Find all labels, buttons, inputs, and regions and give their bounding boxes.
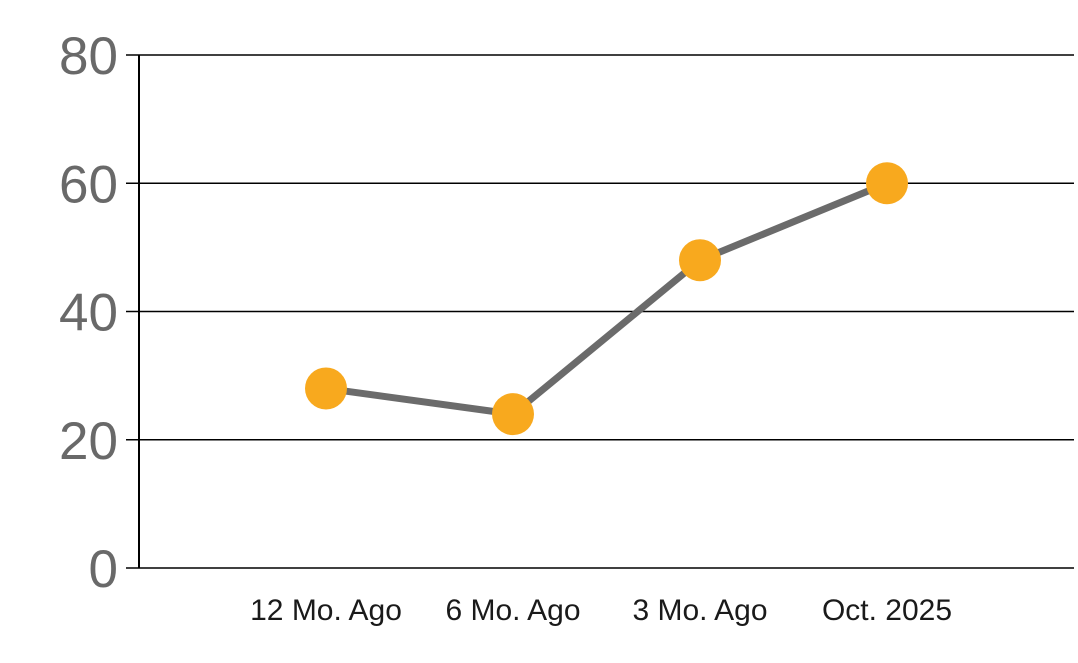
data-point — [679, 239, 721, 282]
x-tick-label: 12 Mo. Ago — [250, 594, 402, 627]
x-tick-label: 6 Mo. Ago — [445, 594, 580, 627]
data-point — [492, 393, 534, 436]
data-point — [305, 367, 347, 410]
y-tick-label: 0 — [89, 540, 118, 599]
y-tick-label: 40 — [59, 284, 118, 343]
y-tick-label: 80 — [59, 27, 118, 86]
series-line — [322, 179, 891, 418]
x-tick-label: 3 Mo. Ago — [632, 594, 767, 627]
x-tick-label: Oct. 2025 — [822, 594, 952, 627]
y-tick-label: 60 — [59, 155, 118, 214]
data-point — [866, 162, 908, 205]
y-tick-label: 20 — [59, 412, 118, 471]
